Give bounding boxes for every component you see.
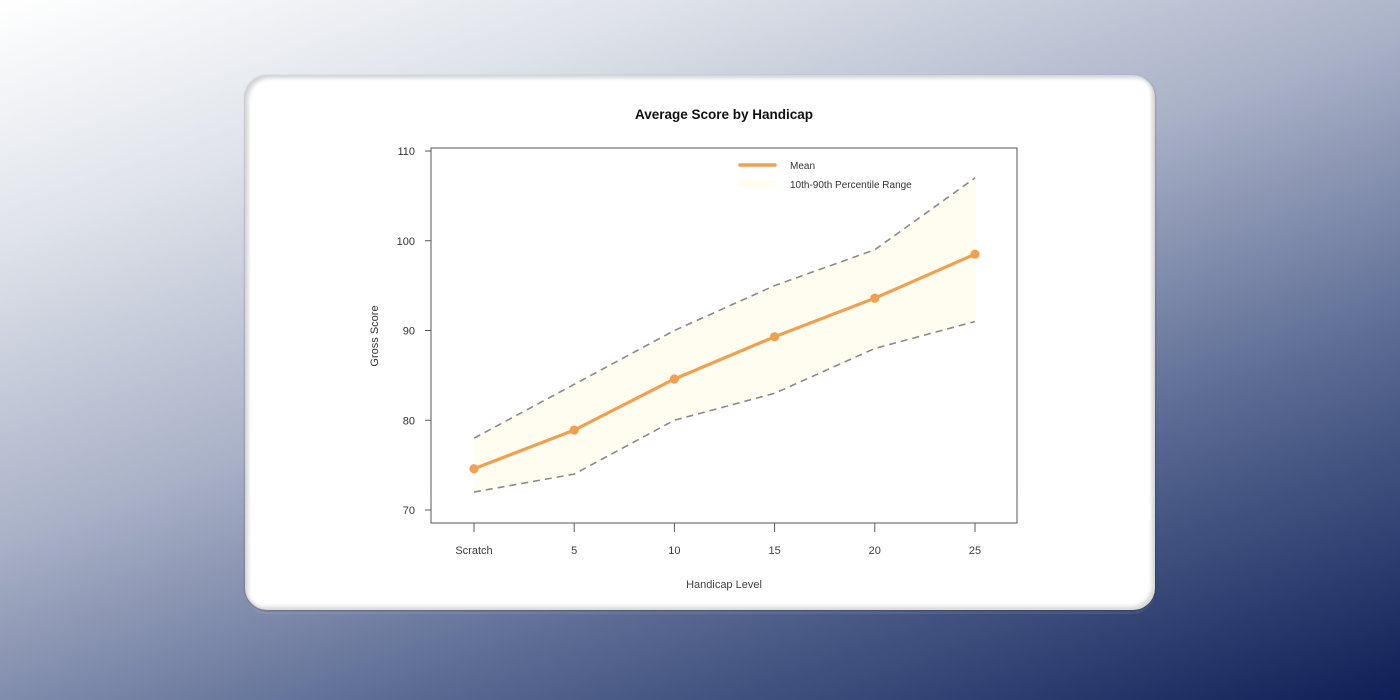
10th-percentile-line — [473, 320, 976, 493]
x-tick-label: Scratch — [455, 545, 492, 557]
x-tick-label: 15 — [768, 545, 780, 557]
mean-point — [569, 425, 579, 435]
plot-frame — [430, 147, 1018, 524]
mean-point — [870, 293, 880, 303]
mean-point — [669, 374, 679, 384]
y-tick-label: 80 — [403, 415, 415, 427]
mean-point — [770, 332, 780, 342]
mean-point — [970, 249, 980, 259]
line-chart: Average Score by Handicap 70 80 90 100 110 Sc… — [369, 107, 1018, 591]
mean-line — [473, 252, 976, 471]
y-tick-label: 100 — [397, 236, 415, 248]
y-tick-label: 90 — [403, 326, 415, 338]
y-tick-label: 70 — [403, 505, 415, 517]
y-axis-label: Gross Score — [369, 305, 381, 366]
x-tick-label: 25 — [969, 545, 981, 557]
x-tick-label: 5 — [571, 545, 577, 557]
legend-mean-label: Mean — [790, 161, 815, 172]
legend-band-swatch — [740, 180, 775, 187]
percentile-band — [474, 177, 975, 493]
x-tick-label: 20 — [869, 545, 881, 557]
x-axis-label: Handicap Level — [686, 579, 762, 591]
mean-point — [469, 464, 479, 474]
plot-area — [469, 177, 980, 493]
y-tick-label: 110 — [397, 146, 415, 158]
chart-title: Average Score by Handicap — [635, 107, 813, 122]
axes: 70 80 90 100 110 Scratch 5 10 15 20 25 — [397, 146, 981, 557]
legend-band-label: 10th-90th Percentile Range — [790, 180, 912, 191]
chart-card: Average Score by Handicap 70 80 90 100 110 Sc… — [245, 75, 1155, 610]
x-tick-label: 10 — [668, 545, 680, 557]
legend: Mean 10th-90th Percentile Range — [738, 161, 912, 191]
90th-percentile-line — [473, 177, 976, 439]
